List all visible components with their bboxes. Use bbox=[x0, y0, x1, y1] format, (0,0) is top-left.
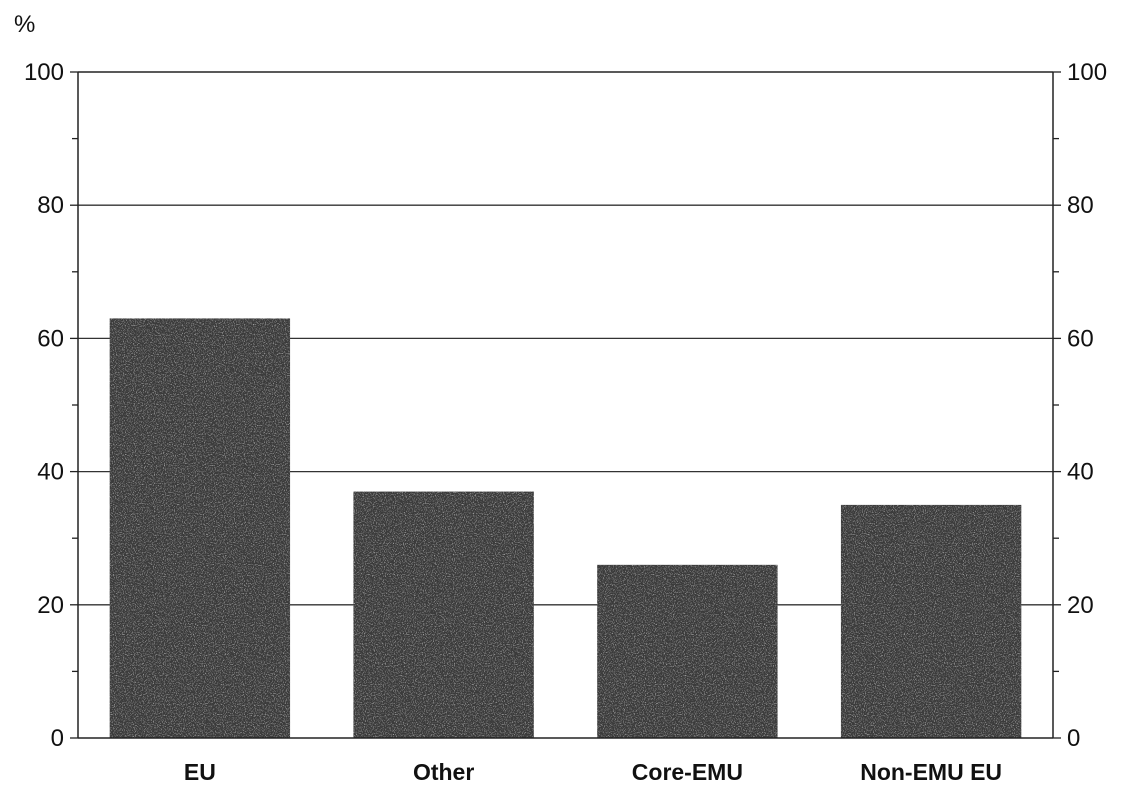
bar-other bbox=[353, 491, 534, 738]
y-tick-label-right: 80 bbox=[1067, 192, 1094, 219]
bar-eu bbox=[109, 318, 291, 738]
bar-non-emu-eu bbox=[840, 504, 1022, 738]
y-tick-label-right: 40 bbox=[1067, 459, 1094, 486]
x-tick-label: EU bbox=[184, 759, 216, 785]
y-tick-label-right: 20 bbox=[1067, 592, 1094, 619]
y-tick-label-right: 60 bbox=[1067, 325, 1094, 352]
y-tick-label-right: 100 bbox=[1067, 59, 1107, 86]
y-tick-label-right: 0 bbox=[1067, 725, 1080, 752]
labels: 0 0 20 20 40 40 60 60 80 80 100 100 EU Other Core-EMU N… bbox=[24, 59, 1107, 785]
bars bbox=[109, 318, 1022, 738]
y-tick-label-left: 40 bbox=[37, 459, 64, 486]
x-tick-label: Non-EMU EU bbox=[860, 759, 1002, 785]
axes bbox=[70, 71, 1061, 739]
y-tick-label-left: 60 bbox=[37, 325, 64, 352]
y-tick-label-left: 100 bbox=[24, 59, 64, 86]
y-axis-unit-label: % bbox=[14, 11, 35, 38]
y-tick-label-left: 80 bbox=[37, 192, 64, 219]
y-tick-label-left: 20 bbox=[37, 592, 64, 619]
x-tick-label: Other bbox=[413, 759, 474, 785]
y-tick-label-left: 0 bbox=[51, 725, 64, 752]
x-tick-label: Core-EMU bbox=[632, 759, 743, 785]
bar-core-emu bbox=[597, 564, 778, 738]
